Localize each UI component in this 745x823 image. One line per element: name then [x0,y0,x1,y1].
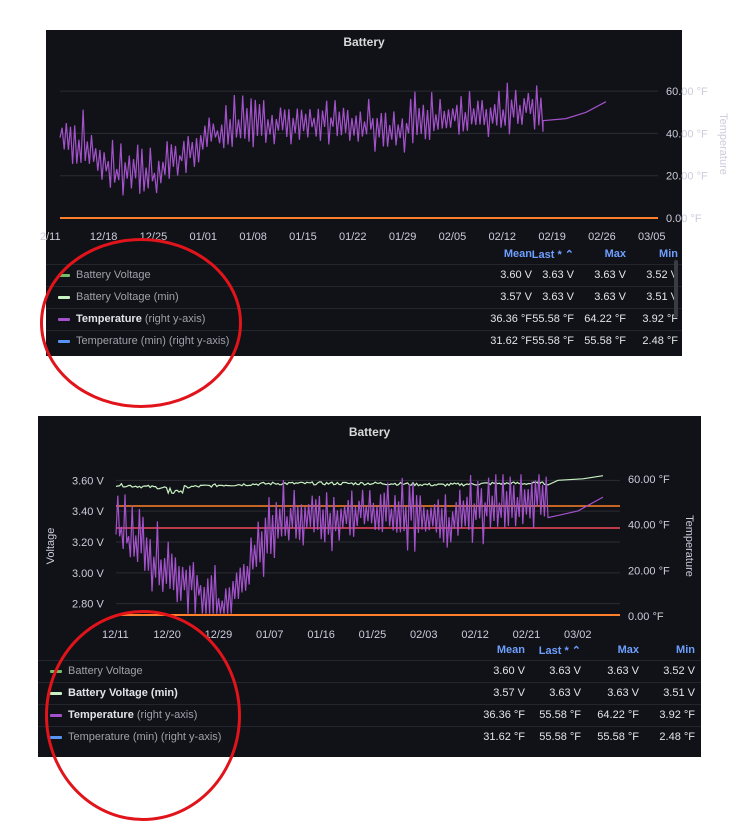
min-column-header[interactable]: Min [659,248,678,260]
legend-last-value: 3.63 V [542,269,574,281]
left-axis-tick-label: 2.80 V [72,599,104,611]
right-axis-tick-label: 60.00 °F [666,86,708,98]
x-axis-tick-label: 12/29 [205,629,233,641]
right-axis-tick-label: 0.00 °F [666,213,702,225]
x-axis-tick-label: 02/12 [461,629,489,641]
x-axis-tick-label: 02/21 [513,629,541,641]
right-axis-tick-label: 0.00 °F [628,611,664,623]
legend-mean-value: 3.60 V [500,269,532,281]
last-column-header[interactable]: Last * ⌃ [531,249,574,261]
legend-min-value: 2.48 °F [642,335,678,347]
right-axis-tick-label: 40.00 °F [666,128,708,140]
x-axis-tick-label: 01/22 [339,231,367,243]
legend-header-row: Mean Last * ⌃ Max Min [46,246,682,264]
legend-max-value: 3.63 V [594,269,626,281]
legend-min-value: 3.92 °F [659,709,695,721]
left-axis-tick-label: 3.60 V [72,475,104,487]
left-axis-tick-label: 3.00 V [72,568,104,580]
panel-title[interactable]: Battery [348,425,391,439]
x-axis-tick-label: 12/18 [90,231,118,243]
max-column-header[interactable]: Max [604,248,626,260]
temperature-series-line [59,82,607,196]
legend-mean-value: 36.36 °F [490,313,532,325]
legend-max-value: 3.63 V [607,665,639,677]
legend-min-value: 3.52 V [663,665,695,677]
battery-chart-top: 60.00 °F 40.00 °F 20.00 °F 0.00 °F Temperatu… [40,82,729,243]
right-axis-tick-label: 20.00 °F [666,171,708,183]
x-axis-tick-label: 2/11 [40,231,61,243]
x-axis-tick-label: 02/05 [439,231,467,243]
legend-min-value: 3.52 V [646,269,678,281]
legend-scrollbar[interactable] [674,260,678,318]
annotation-circle [40,238,242,408]
legend-min-value: 3.51 V [663,687,695,699]
battery-chart-bottom: 3.60 V 3.40 V 3.20 V 3.00 V 2.80 V Voltage 60.… [45,474,695,641]
temperature-series-line [115,474,604,614]
legend-last-value: 55.58 °F [532,313,574,325]
legend-last-value: 3.63 V [549,665,581,677]
right-axis-tick-label: 20.00 °F [628,565,670,577]
panel-title[interactable]: Battery [343,35,385,49]
legend-mean-value: 3.60 V [493,665,525,677]
legend-max-value: 3.63 V [594,291,626,303]
legend-mean-value: 31.62 °F [483,731,525,743]
min-column-header[interactable]: Min [676,644,695,656]
x-axis-tick-label: 02/26 [588,231,616,243]
legend-max-value: 64.22 °F [584,313,626,325]
x-axis-tick-label: 03/02 [564,629,592,641]
mean-column-header[interactable]: Mean [503,248,532,260]
x-axis-tick-label: 03/05 [638,231,666,243]
legend-max-value: 55.58 °F [597,731,639,743]
x-axis-tick-label: 01/01 [190,231,218,243]
x-axis-tick-label: 01/16 [307,629,335,641]
x-axis-tick-label: 01/29 [389,231,417,243]
legend-last-value: 3.63 V [549,687,581,699]
mean-column-header[interactable]: Mean [496,644,525,656]
left-axis-tick-label: 3.20 V [72,537,104,549]
legend-min-value: 3.51 V [646,291,678,303]
legend-min-value: 3.92 °F [642,313,678,325]
right-axis-title: Temperature [683,515,695,577]
x-axis-tick-label: 01/07 [256,629,284,641]
legend-max-value: 64.22 °F [597,709,639,721]
x-axis-tick-label: 02/19 [538,231,566,243]
x-axis-tick-label: 01/15 [289,231,317,243]
annotation-circle [45,610,241,821]
x-axis-tick-label: 01/25 [359,629,387,641]
x-axis-tick-label: 01/08 [239,231,267,243]
legend-max-value: 3.63 V [607,687,639,699]
legend-max-value: 55.58 °F [584,335,626,347]
legend-header-row: Mean Last * ⌃ Max Min [38,642,701,660]
legend-min-value: 2.48 °F [659,731,695,743]
battery-voltage-min-line [115,475,604,495]
left-axis-tick-label: 3.40 V [72,506,104,518]
left-axis-title: Voltage [45,528,57,565]
x-axis-tick-label: 02/03 [410,629,438,641]
x-axis-tick-label: 02/12 [489,231,517,243]
legend-mean-value: 36.36 °F [483,709,525,721]
right-axis-title: Temperature [717,113,729,175]
max-column-header[interactable]: Max [617,644,639,656]
right-axis-tick-label: 60.00 °F [628,474,670,486]
legend-mean-value: 3.57 V [493,687,525,699]
legend-last-value: 55.58 °F [539,709,581,721]
legend-mean-value: 3.57 V [500,291,532,303]
legend-mean-value: 31.62 °F [490,335,532,347]
right-axis-tick-label: 40.00 °F [628,520,670,532]
last-column-header[interactable]: Last * ⌃ [538,645,581,657]
legend-last-value: 55.58 °F [539,731,581,743]
legend-last-value: 55.58 °F [532,335,574,347]
legend-last-value: 3.63 V [542,291,574,303]
